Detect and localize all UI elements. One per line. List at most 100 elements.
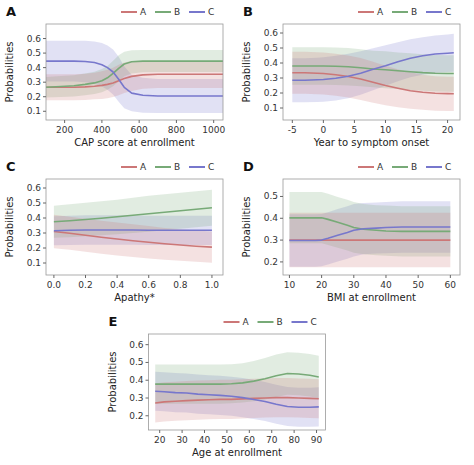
y-tick-label: 0.2: [264, 88, 278, 98]
legend-label: B: [277, 317, 283, 327]
series-line: [289, 218, 450, 232]
y-axis-label: Probabilities: [241, 196, 252, 257]
legend: ABC: [224, 317, 317, 327]
confidence-band: [46, 41, 223, 113]
y-tick: [43, 263, 46, 264]
x-tick-label: 40: [199, 435, 211, 445]
x-tick: [211, 275, 212, 278]
plot-area: [54, 190, 212, 263]
legend-label: A: [377, 7, 384, 17]
y-tick: [280, 108, 283, 109]
x-tick: [416, 120, 417, 123]
x-tick: [271, 430, 272, 433]
x-tick: [85, 275, 86, 278]
x-axis-label: Apathy*: [114, 292, 155, 303]
y-tick-label: 0.6: [129, 340, 144, 350]
x-tick-label: 0.2: [78, 280, 92, 290]
plot-frame: [283, 179, 460, 275]
series-line: [289, 227, 450, 241]
y-tick: [280, 33, 283, 34]
x-tick: [176, 120, 177, 123]
series-line: [54, 229, 212, 231]
legend-swatch: [392, 166, 408, 168]
x-tick-label: 20: [316, 280, 328, 290]
y-tick-label: 0.4: [129, 375, 144, 385]
x-tick: [323, 120, 324, 123]
plot-area: [46, 41, 223, 113]
y-axis-label: Probabilities: [107, 351, 118, 412]
legend-swatch: [121, 166, 137, 168]
x-tick-label: 5: [352, 125, 358, 135]
x-tick-label: 0.6: [142, 280, 157, 290]
x-tick-label: 40: [380, 280, 392, 290]
legend-label: A: [377, 162, 384, 172]
panel: -5051015200.10.20.30.40.50.6Year to symp…: [241, 4, 460, 148]
confidence-band: [46, 61, 223, 100]
series-line: [54, 208, 212, 222]
y-tick-label: 0.5: [27, 198, 41, 208]
x-tick: [418, 275, 419, 278]
panel: 1020304050600.20.30.40.5BMI at enrollmen…: [241, 159, 460, 303]
y-tick-label: 0.5: [129, 357, 143, 367]
y-tick-label: 0.2: [27, 92, 41, 102]
series-line: [155, 398, 319, 403]
x-axis-label: Year to symptom onset: [313, 137, 430, 148]
x-tick-label: 0: [321, 125, 327, 135]
panel-label: A: [6, 4, 16, 19]
chart-container: 20040060080010000.10.20.30.40.50.6CAP sc…: [0, 0, 474, 465]
y-tick-label: 0.1: [27, 106, 41, 116]
legend-label: B: [174, 7, 180, 17]
y-tick: [43, 203, 46, 204]
y-tick: [280, 196, 283, 197]
legend-label: C: [445, 162, 451, 172]
x-tick-label: 60: [445, 280, 457, 290]
series-line: [155, 373, 319, 384]
y-tick-label: 0.4: [27, 63, 42, 73]
y-tick-label: 0.5: [264, 191, 278, 201]
x-tick: [182, 430, 183, 433]
y-tick: [43, 111, 46, 112]
x-tick: [213, 120, 214, 123]
legend: ABC: [121, 162, 214, 172]
x-tick-label: 10: [284, 280, 296, 290]
legend-swatch: [121, 11, 137, 13]
x-tick: [292, 120, 293, 123]
x-tick-label: 30: [176, 435, 188, 445]
y-tick-label: 0.2: [129, 411, 143, 421]
y-axis-label: Probabilities: [4, 41, 15, 102]
series-line: [292, 73, 453, 94]
legend-label: C: [208, 162, 214, 172]
figure: 20040060080010000.10.20.30.40.50.6CAP sc…: [0, 0, 474, 465]
series-line: [292, 53, 453, 80]
x-tick-label: 20: [442, 125, 454, 135]
x-tick-label: 0.0: [47, 280, 62, 290]
x-tick-label: 90: [311, 435, 323, 445]
x-tick: [180, 275, 181, 278]
y-tick-label: 0.1: [264, 103, 278, 113]
y-tick: [146, 398, 149, 399]
y-tick-label: 0.6: [27, 34, 42, 44]
x-tick: [450, 275, 451, 278]
y-tick: [43, 67, 46, 68]
x-tick-label: 70: [266, 435, 278, 445]
y-tick: [43, 218, 46, 219]
y-tick: [280, 240, 283, 241]
y-tick: [280, 48, 283, 49]
legend-swatch: [426, 166, 442, 168]
x-tick-label: 60: [244, 435, 256, 445]
plot-area: [292, 34, 453, 111]
y-tick-label: 0.4: [264, 213, 279, 223]
panel-label: B: [243, 4, 253, 19]
y-tick: [43, 248, 46, 249]
y-tick-label: 0.4: [27, 213, 42, 223]
x-tick-label: 800: [168, 125, 185, 135]
y-axis-label: Probabilities: [241, 41, 252, 102]
y-tick: [43, 53, 46, 54]
series-line: [46, 61, 223, 96]
x-axis-label: BMI at enrollment: [327, 292, 416, 303]
y-tick: [280, 93, 283, 94]
y-tick: [43, 96, 46, 97]
y-tick-label: 0.5: [27, 48, 41, 58]
plot-area: [289, 192, 450, 267]
x-axis-label: Age at enrollment: [192, 447, 282, 458]
